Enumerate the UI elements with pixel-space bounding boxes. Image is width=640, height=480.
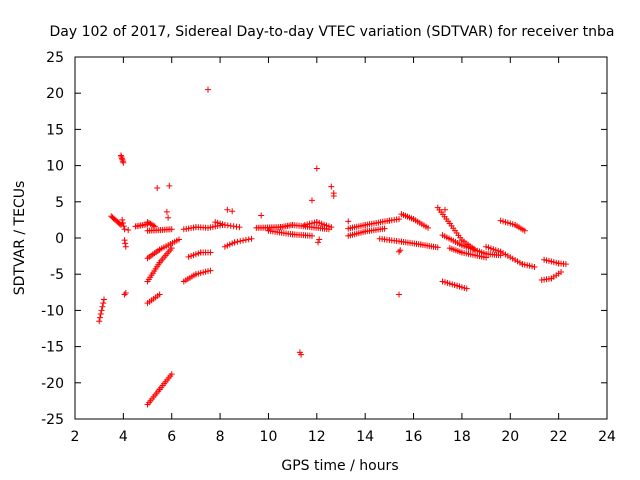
data-point-isolated xyxy=(396,291,403,298)
x-tick-label: 2 xyxy=(71,429,80,445)
x-tick-label: 14 xyxy=(356,429,374,445)
x-tick-label: 6 xyxy=(167,429,176,445)
data-point xyxy=(168,371,175,378)
data-point-isolated xyxy=(165,214,172,221)
data-point-isolated xyxy=(224,206,231,213)
plot-frame xyxy=(74,56,608,420)
data-point-isolated xyxy=(316,236,323,243)
data-point xyxy=(240,237,247,244)
data-point xyxy=(119,216,126,223)
data-point xyxy=(116,220,123,227)
data-point xyxy=(328,224,335,231)
data-point xyxy=(98,307,105,314)
y-axis: 25 20 15 10 5 0 -5 -10 -15 -20 -25 xyxy=(41,50,607,428)
x-tick-label: 16 xyxy=(405,429,423,445)
y-tick-label: 10 xyxy=(46,159,64,175)
data-point xyxy=(207,249,214,256)
data-point xyxy=(121,291,128,298)
data-point-isolated xyxy=(313,165,320,172)
x-tick-label: 8 xyxy=(216,429,225,445)
data-point xyxy=(120,159,127,166)
data-point xyxy=(434,244,441,251)
data-point xyxy=(396,216,403,223)
data-point xyxy=(483,254,490,261)
data-point xyxy=(242,236,249,243)
data-point xyxy=(96,318,103,325)
y-tick-label: 20 xyxy=(46,86,64,102)
y-axis-label: SDTVAR / TECUs xyxy=(12,181,28,296)
data-point xyxy=(100,300,107,307)
x-tick-label: 20 xyxy=(501,429,519,445)
y-tick-label: 0 xyxy=(55,231,64,247)
x-tick-label: 4 xyxy=(119,429,128,445)
y-tick-label: -5 xyxy=(50,267,64,283)
data-point xyxy=(121,226,128,233)
data-point xyxy=(119,220,126,227)
data-point xyxy=(156,291,163,298)
data-point xyxy=(99,303,106,310)
x-tick-label: 24 xyxy=(598,429,616,445)
y-tick-label: -20 xyxy=(41,376,64,392)
y-tick-label: 5 xyxy=(55,195,64,211)
data-point-isolated xyxy=(397,247,404,254)
y-tick-label: 25 xyxy=(46,50,64,66)
data-point xyxy=(236,224,243,231)
x-axis-label: GPS time / hours xyxy=(281,458,398,474)
data-point xyxy=(168,245,175,252)
x-tick-label: 18 xyxy=(453,429,471,445)
data-point-isolated xyxy=(315,239,322,246)
data-point xyxy=(168,226,175,233)
data-point xyxy=(245,236,252,243)
data-point-isolated xyxy=(330,193,337,200)
data-point xyxy=(120,223,127,230)
data-point xyxy=(96,314,103,321)
x-tick-label: 12 xyxy=(308,429,326,445)
data-point-isolated xyxy=(205,86,211,93)
data-point-isolated xyxy=(258,212,265,219)
chart-title: Day 102 of 2017, Sidereal Day-to-day VTE… xyxy=(49,24,614,40)
data-point-isolated xyxy=(441,206,448,213)
data-point xyxy=(207,267,214,274)
x-tick-label: 22 xyxy=(550,429,568,445)
data-point xyxy=(121,237,128,244)
data-point-isolated xyxy=(163,208,170,215)
data-point xyxy=(234,238,241,245)
y-tick-label: -10 xyxy=(41,303,64,319)
data-point xyxy=(425,224,432,231)
y-tick-label: -15 xyxy=(41,340,64,356)
data-point xyxy=(308,232,315,239)
x-tick-label: 10 xyxy=(260,429,278,445)
data-point-isolated xyxy=(345,218,352,225)
y-tick-label: 15 xyxy=(46,122,64,138)
data-point-isolated xyxy=(328,183,335,190)
data-point xyxy=(558,269,565,276)
data-point xyxy=(122,240,129,247)
data-point-isolated xyxy=(166,182,173,189)
data-point xyxy=(231,239,238,246)
y-tick-label: -25 xyxy=(41,412,64,428)
data-point xyxy=(531,263,538,270)
data-point xyxy=(97,311,104,318)
data-point-isolated xyxy=(396,248,403,255)
data-point xyxy=(381,225,388,232)
data-point xyxy=(463,285,470,292)
data-point xyxy=(122,290,129,297)
data-point xyxy=(521,227,528,234)
data-point-isolated xyxy=(308,197,315,204)
data-point xyxy=(122,243,129,250)
data-point xyxy=(101,296,108,303)
data-point xyxy=(175,236,182,243)
x-axis: 2 4 6 8 10 12 14 16 18 20 22 24 xyxy=(71,57,616,445)
data-point-isolated xyxy=(298,351,305,358)
data-points xyxy=(96,86,569,408)
data-point-isolated xyxy=(125,227,132,234)
data-point-isolated xyxy=(229,208,236,215)
data-point xyxy=(248,235,255,242)
data-point xyxy=(237,238,244,245)
data-point xyxy=(562,261,569,268)
data-point-isolated xyxy=(154,185,161,192)
